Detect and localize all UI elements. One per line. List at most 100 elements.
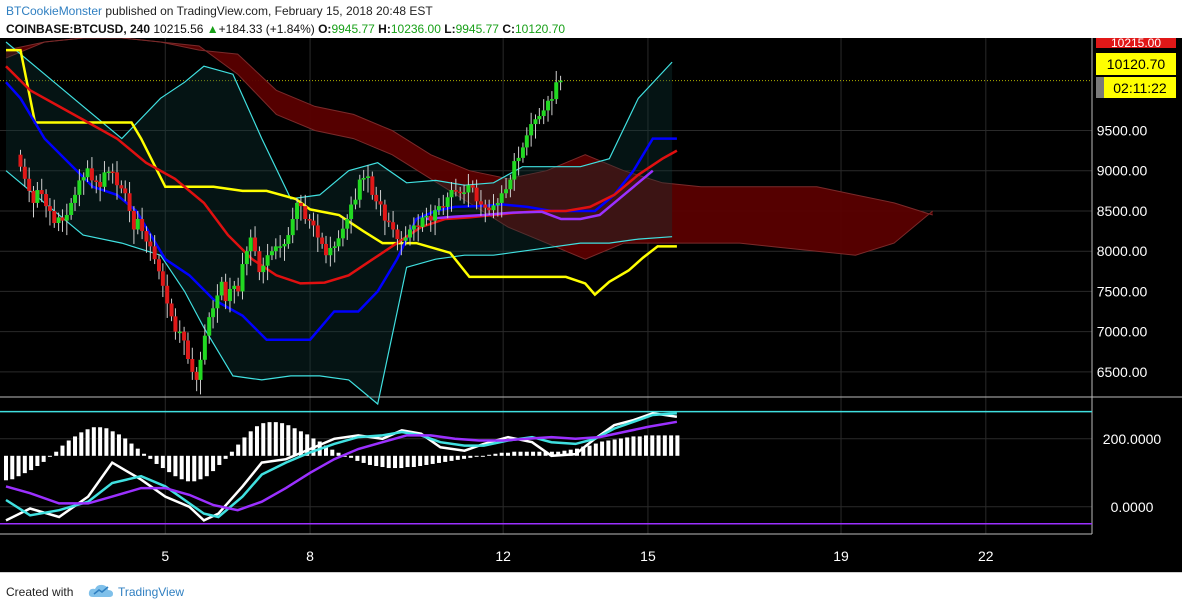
histogram-bar xyxy=(480,455,485,457)
candle-body xyxy=(445,197,450,207)
histogram-bar xyxy=(273,422,278,456)
time-tick-label: 5 xyxy=(161,548,169,564)
candle-body xyxy=(85,168,90,178)
histogram-bar xyxy=(110,431,115,456)
candle-body xyxy=(403,237,408,241)
histogram-bar xyxy=(493,453,498,456)
histogram-bar xyxy=(600,441,605,456)
candle-body xyxy=(295,202,300,220)
low-label: L: xyxy=(444,22,456,36)
histogram-bar xyxy=(449,455,454,461)
high-price-tag xyxy=(1096,38,1176,48)
histogram-bar xyxy=(85,429,90,456)
up-arrow-icon: ▲ xyxy=(206,22,219,36)
histogram-bar xyxy=(455,455,460,460)
histogram-bar xyxy=(386,455,391,469)
time-axis[interactable]: 5 8 12 15 19 22 xyxy=(161,548,993,564)
candle-body xyxy=(391,222,396,230)
candle-body xyxy=(177,331,182,334)
candle-body xyxy=(541,110,546,117)
histogram-bar xyxy=(286,425,291,456)
candle-body xyxy=(508,179,513,190)
high-price-tag-text: 10215.00 xyxy=(1111,38,1161,50)
histogram-bar xyxy=(487,454,492,456)
price-axis[interactable]: 6500.00 7000.00 7500.00 8000.00 8500.00 9000.… xyxy=(1097,123,1162,515)
histogram-bar xyxy=(393,455,398,469)
footer: Created with TradingView xyxy=(0,572,1182,610)
candle-body xyxy=(428,215,433,221)
histogram-bar xyxy=(612,439,617,456)
histogram-bar xyxy=(669,435,674,456)
tradingview-link[interactable]: TradingView xyxy=(118,585,185,599)
candle-body xyxy=(169,303,174,317)
histogram-bar xyxy=(248,431,253,456)
candle-body xyxy=(449,190,454,198)
time-tick-label: 8 xyxy=(306,548,314,564)
candle-body xyxy=(324,243,329,256)
candle-body xyxy=(148,241,153,247)
candle-body xyxy=(165,285,170,304)
ichimoku-cloud xyxy=(5,38,934,406)
histogram-bar xyxy=(173,455,178,477)
histogram-bar xyxy=(462,455,467,459)
candle-body xyxy=(127,193,132,211)
close-value: 10120.70 xyxy=(514,22,566,36)
high-value: 10236.00 xyxy=(390,22,441,36)
candle-body xyxy=(98,182,103,187)
histogram-bar xyxy=(531,451,536,456)
histogram-bar xyxy=(298,431,303,456)
candle-body xyxy=(27,178,32,191)
candle-body xyxy=(39,190,44,195)
histogram-bar xyxy=(267,422,272,456)
candle-body xyxy=(357,179,362,200)
candle-body xyxy=(173,316,178,332)
histogram-bar xyxy=(355,455,360,461)
candle-body xyxy=(458,191,463,194)
candle-body xyxy=(244,251,249,265)
candle-body xyxy=(89,168,94,181)
price-tick-label: 8500.00 xyxy=(1097,203,1148,219)
candle-body xyxy=(478,201,483,205)
candle-body xyxy=(462,192,467,194)
candle-body xyxy=(22,166,27,179)
candle-body xyxy=(424,215,429,218)
histogram-bar xyxy=(374,455,379,466)
candle-body xyxy=(119,185,124,189)
candle-body xyxy=(336,238,341,247)
close-price-tag-text: 10120.70 xyxy=(1107,56,1166,72)
candle-body xyxy=(219,281,224,296)
candle-body xyxy=(35,190,40,203)
candle-body xyxy=(395,229,400,240)
oscillator-pane xyxy=(0,410,1092,525)
lower-band-line xyxy=(5,170,673,406)
candle-body xyxy=(546,100,551,111)
chart-canvas[interactable]: 6500.00 7000.00 7500.00 8000.00 8500.00 9000.… xyxy=(0,38,1182,572)
histogram-bar xyxy=(499,452,504,456)
author-link[interactable]: BTCookieMonster xyxy=(6,4,103,18)
histogram-bar xyxy=(167,455,172,473)
candle-body xyxy=(190,358,195,372)
open-value: 9945.77 xyxy=(331,22,375,36)
price-tick-label: 7000.00 xyxy=(1097,324,1148,340)
osc-tick-label: 0.0000 xyxy=(1111,499,1154,515)
candle-body xyxy=(18,154,23,167)
candle-body xyxy=(73,194,78,203)
histogram-bar xyxy=(349,455,354,458)
candle-body xyxy=(52,210,57,224)
price-tick-label: 8000.00 xyxy=(1097,243,1148,259)
histogram-bar xyxy=(261,423,266,456)
time-tick-label: 12 xyxy=(495,548,511,564)
candle-body xyxy=(286,235,291,244)
histogram-bar xyxy=(4,455,8,481)
symbol-label: COINBASE:BTCUSD, 240 xyxy=(6,22,151,36)
histogram-bar xyxy=(512,451,517,456)
last-price: 10215.56 xyxy=(153,22,204,36)
candle-body xyxy=(470,185,475,188)
histogram-bar xyxy=(662,435,667,456)
histogram-bar xyxy=(330,449,335,456)
histogram-bar xyxy=(280,423,285,456)
candle-body xyxy=(110,171,115,174)
candle-body xyxy=(77,180,82,195)
histogram-bar xyxy=(305,434,310,456)
histogram-bar xyxy=(606,440,611,456)
